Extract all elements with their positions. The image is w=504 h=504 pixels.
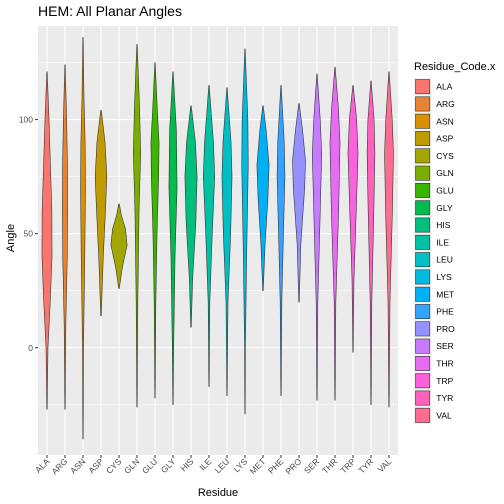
x-tick-label: LEU <box>213 456 232 475</box>
y-tick-label: 100 <box>19 115 33 125</box>
legend-swatch-ser <box>415 338 431 354</box>
legend-label: LEU <box>436 255 453 265</box>
x-tick-label: ALA <box>33 456 52 475</box>
violin-gln <box>133 43 141 408</box>
legend-swatch-his <box>415 217 431 233</box>
legend-swatch-phe <box>415 304 431 319</box>
x-tick-label: SER <box>302 456 321 475</box>
legend-label: MET <box>436 289 454 299</box>
legend-swatch-gln <box>415 165 431 181</box>
legend-swatch-glu <box>415 183 431 198</box>
legend-swatch-leu <box>415 252 431 268</box>
legend-label: LYS <box>436 272 452 282</box>
legend-swatch-thr <box>415 355 431 371</box>
legend-swatch-val <box>415 407 431 423</box>
x-tick-label: VAL <box>375 456 393 474</box>
violin-glu <box>150 62 160 399</box>
violin-ala <box>41 71 53 410</box>
legend-swatch-gly <box>415 200 431 216</box>
y-axis-title: Angle <box>5 224 17 252</box>
legend-label: VAL <box>436 410 452 420</box>
violins <box>41 37 394 440</box>
legend-swatch-asp <box>415 131 431 146</box>
legend-label: ARG <box>436 99 454 109</box>
violin-asp <box>94 110 108 317</box>
violin-thr <box>329 66 341 401</box>
chart-title: HEM: All Planar Angles <box>38 3 182 19</box>
legend-swatch-pro <box>415 321 431 337</box>
y-tick-label: 50 <box>24 229 34 239</box>
legend-label: HIS <box>436 220 451 230</box>
violin-met <box>256 105 270 292</box>
y-tick-label: 0 <box>28 343 33 353</box>
legend-label: ALA <box>436 82 452 92</box>
x-tick-label: CYS <box>104 456 124 476</box>
legend-label: TYR <box>436 393 453 403</box>
legend: Residue_Code.x ALA ARG ASN ASP CYS GLN GLU GLY H… <box>414 61 496 424</box>
legend-label: CYS <box>436 151 454 161</box>
x-tick-label: THR <box>320 456 339 475</box>
x-tick-label: GLU <box>140 456 159 475</box>
x-tick-label: GLY <box>159 456 178 475</box>
legend-swatch-arg <box>415 96 431 112</box>
legend-swatch-ala <box>415 79 431 95</box>
legend-swatch-tyr <box>415 390 431 406</box>
legend-label: ASN <box>436 116 453 126</box>
violin-asn <box>80 37 86 440</box>
violin-lys <box>241 48 249 415</box>
violin-arg <box>62 64 68 410</box>
violin-ile <box>203 85 215 387</box>
x-tick-label: ARG <box>49 456 69 476</box>
legend-label: ASP <box>436 134 453 144</box>
violin-ser <box>312 73 322 401</box>
legend-label: PRO <box>436 324 455 334</box>
legend-label: GLN <box>436 168 453 178</box>
legend-label: ILE <box>436 237 449 247</box>
legend-title: Residue_Code.x <box>414 61 496 73</box>
violin-gly <box>168 71 178 406</box>
legend-swatch-cys <box>415 148 431 164</box>
violin-leu <box>221 87 233 396</box>
x-tick-label: ASN <box>68 456 87 475</box>
x-tick-label: GLN <box>122 456 141 475</box>
x-tick-label: LYS <box>231 456 249 474</box>
x-tick-label: HIS <box>178 456 195 473</box>
x-tick-label: ASP <box>86 456 105 475</box>
legend-label: PHE <box>436 307 454 317</box>
violin-his <box>184 105 198 328</box>
legend-swatch-met <box>415 286 431 302</box>
legend-swatch-ile <box>415 234 431 250</box>
legend-label: SER <box>436 341 453 351</box>
x-tick-label: ILE <box>197 456 213 472</box>
legend-swatch-asn <box>415 113 431 129</box>
violin-val <box>384 71 394 408</box>
violin-pro <box>292 103 306 303</box>
violin-tyr <box>366 80 376 406</box>
x-tick-label: MET <box>248 456 268 476</box>
legend-swatch-trp <box>415 373 431 389</box>
legend-label: GLY <box>436 203 453 213</box>
violin-cys <box>110 203 128 289</box>
y-axis-ticks: 0 50 100 <box>19 115 38 353</box>
x-tick-label: PHE <box>266 456 286 476</box>
legend-label: GLU <box>436 185 453 195</box>
x-axis-title: Residue <box>198 487 238 499</box>
violin-phe <box>276 85 286 396</box>
plot-panel <box>38 26 398 455</box>
x-tick-label: PRO <box>283 456 303 476</box>
x-tick-label: TYR <box>356 456 375 475</box>
legend-label: TRP <box>436 376 453 386</box>
x-tick-label: TRP <box>338 456 357 475</box>
violin-trp <box>347 85 359 353</box>
legend-label: THR <box>436 358 453 368</box>
legend-swatch-lys <box>415 269 431 285</box>
